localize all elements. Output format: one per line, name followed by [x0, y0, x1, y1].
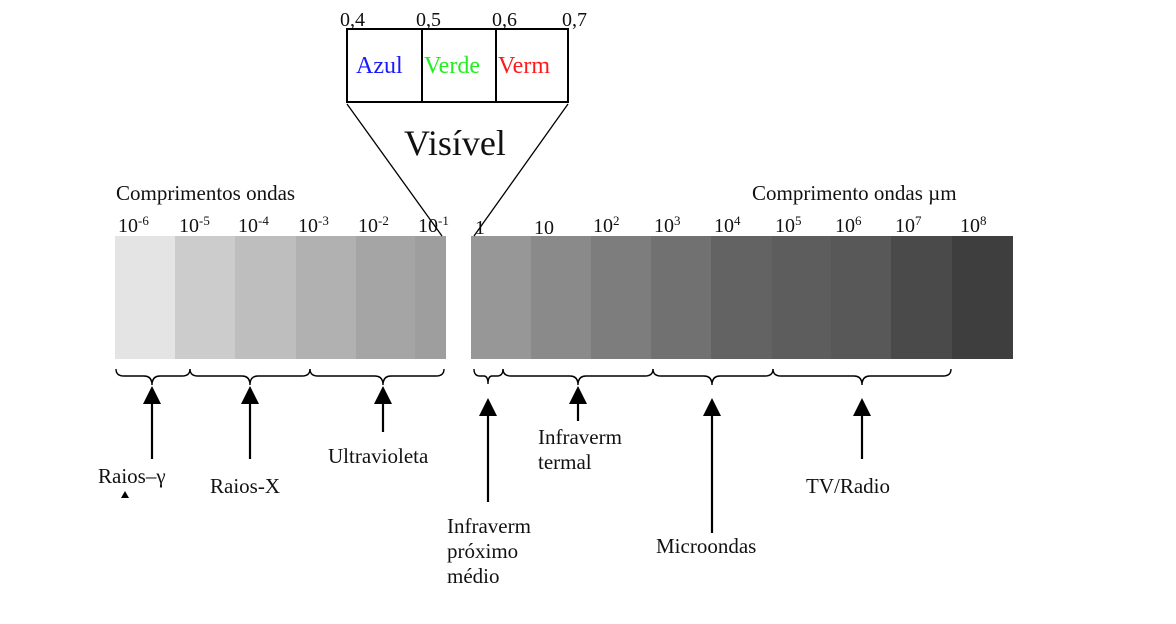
spectrum-segment	[356, 236, 415, 359]
spectrum-segment	[651, 236, 711, 359]
right-tick: 10	[534, 217, 554, 239]
spectrum-segment	[952, 236, 1013, 359]
right-tick: 105	[775, 213, 802, 237]
spectrum-segment	[115, 236, 175, 359]
right-tick: 104	[714, 213, 741, 237]
spectrum-segment	[591, 236, 651, 359]
visible-tick-0-6: 0,6	[492, 9, 517, 31]
band-label-verde: Verde	[424, 53, 480, 79]
right-tick: 107	[895, 213, 922, 237]
right-tick: 102	[593, 213, 620, 237]
band-label-verm: Verm	[498, 53, 550, 79]
region-label-microwave: Microondas	[656, 534, 757, 558]
spectrum-segment	[471, 236, 531, 359]
spectrum-segment	[296, 236, 356, 359]
spectrum-segment	[531, 236, 591, 359]
left-axis-title: Comprimentos ondas	[116, 181, 296, 205]
left-tick: 10-2	[358, 213, 389, 237]
right-tick: 106	[835, 213, 862, 237]
visible-tick-0-7: 0,7	[562, 9, 587, 31]
spectrum-segment	[711, 236, 772, 359]
region-label-uv: Ultravioleta	[328, 444, 429, 468]
visible-box	[346, 28, 569, 103]
spectrum-segment	[235, 236, 296, 359]
band-label-azul: Azul	[356, 53, 403, 79]
spectrum-segment	[772, 236, 831, 359]
right-tick: 103	[654, 213, 681, 237]
spectrum-segment	[891, 236, 952, 359]
right-axis-title: Comprimento ondas µm	[752, 181, 957, 205]
region-label-gamma: Raios–γ	[98, 464, 166, 488]
region-braces	[115, 368, 952, 386]
left-tick: 10-3	[298, 213, 329, 237]
spectrum-segment	[175, 236, 235, 359]
visible-title: Visível	[404, 123, 506, 163]
region-label-tir: Infraverm termal	[538, 425, 622, 474]
left-tick: 10-6	[118, 213, 149, 237]
region-label-xray: Raios-X	[210, 474, 280, 498]
left-tick: 10-5	[179, 213, 210, 237]
spectrum-segment	[831, 236, 891, 359]
zoom-funnel-lines	[346, 103, 569, 237]
region-label-radio: TV/Radio	[806, 474, 890, 498]
region-arrows	[121, 386, 871, 533]
left-tick: 10-4	[238, 213, 269, 237]
right-tick: 108	[960, 213, 987, 237]
left-tick: 10-1	[418, 213, 449, 237]
visible-tick-0-4: 0,4	[340, 9, 365, 31]
visible-tick-0-5: 0,5	[416, 9, 441, 31]
spectrum-segment	[415, 236, 446, 359]
region-label-nir: Infraverm próximo médio	[447, 514, 531, 588]
